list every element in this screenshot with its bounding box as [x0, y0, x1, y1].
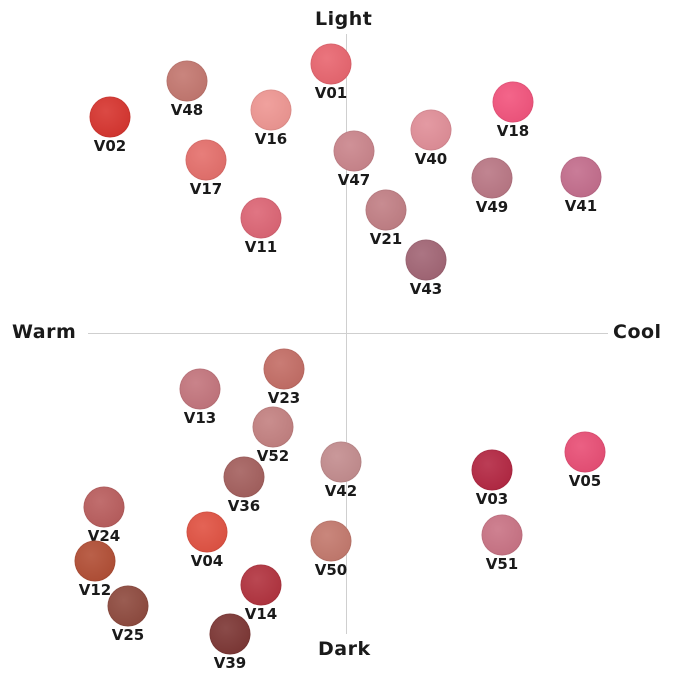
shade-label: V13	[183, 409, 217, 427]
shade-label: V36	[227, 497, 261, 515]
shade-swatch-v43	[405, 239, 447, 281]
shade-label: V39	[213, 654, 247, 672]
shade-swatch-v17	[185, 139, 227, 181]
shade-swatch-v47	[333, 130, 375, 172]
shade-swatch-v49	[471, 157, 513, 199]
shade-swatch-v51	[481, 514, 523, 556]
shade-label: V04	[190, 552, 224, 570]
shade-label: V43	[409, 280, 443, 298]
shade-swatch-v23	[263, 348, 305, 390]
shade-label: V17	[189, 180, 223, 198]
shade-swatch-v13	[179, 368, 221, 410]
shade-swatch-v40	[410, 109, 452, 151]
shade-swatch-v24	[83, 486, 125, 528]
shade-swatch-v21	[365, 189, 407, 231]
shade-label: V14	[244, 605, 278, 623]
shade-swatch-v50	[310, 520, 352, 562]
shade-swatch-v18	[492, 81, 534, 123]
shade-swatch-v04	[186, 511, 228, 553]
shade-label: V18	[496, 122, 530, 140]
shade-label: V41	[564, 197, 598, 215]
shade-label: V11	[244, 238, 278, 256]
shade-swatch-v42	[320, 441, 362, 483]
shade-swatch-v39	[209, 613, 251, 655]
shade-swatch-v14	[240, 564, 282, 606]
axis-label-warm: Warm	[12, 321, 77, 343]
shade-label: V40	[414, 150, 448, 168]
shade-swatch-v48	[166, 60, 208, 102]
shade-swatch-v41	[560, 156, 602, 198]
shade-swatch-v01	[310, 43, 352, 85]
shade-swatch-v36	[223, 456, 265, 498]
shade-label: V25	[111, 626, 145, 644]
shade-swatch-v16	[250, 89, 292, 131]
light-dark-axis	[346, 34, 347, 634]
shade-swatch-v05	[564, 431, 606, 473]
shade-label: V05	[568, 472, 602, 490]
shade-label: V16	[254, 130, 288, 148]
shade-swatch-v02	[89, 96, 131, 138]
shade-label: V52	[256, 447, 290, 465]
shade-label: V12	[78, 581, 112, 599]
axis-label-cool: Cool	[613, 321, 662, 343]
shade-label: V47	[337, 171, 371, 189]
shade-label: V02	[93, 137, 127, 155]
shade-label: V01	[314, 84, 348, 102]
shade-label: V49	[475, 198, 509, 216]
shade-swatch-v52	[252, 406, 294, 448]
axis-label-dark: Dark	[318, 638, 371, 660]
warm-cool-axis	[88, 333, 608, 334]
shade-label: V50	[314, 561, 348, 579]
axis-label-light: Light	[315, 8, 373, 30]
shade-label: V03	[475, 490, 509, 508]
shade-label: V23	[267, 389, 301, 407]
shade-label: V42	[324, 482, 358, 500]
shade-label: V48	[170, 101, 204, 119]
shade-swatch-v03	[471, 449, 513, 491]
shade-swatch-v11	[240, 197, 282, 239]
shade-label: V21	[369, 230, 403, 248]
shade-swatch-v12	[74, 540, 116, 582]
shade-label: V51	[485, 555, 519, 573]
shade-swatch-v25	[107, 585, 149, 627]
